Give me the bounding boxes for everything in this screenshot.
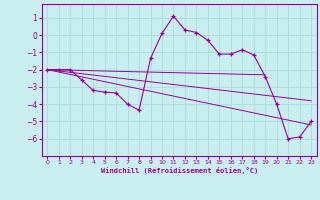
- X-axis label: Windchill (Refroidissement éolien,°C): Windchill (Refroidissement éolien,°C): [100, 167, 258, 174]
